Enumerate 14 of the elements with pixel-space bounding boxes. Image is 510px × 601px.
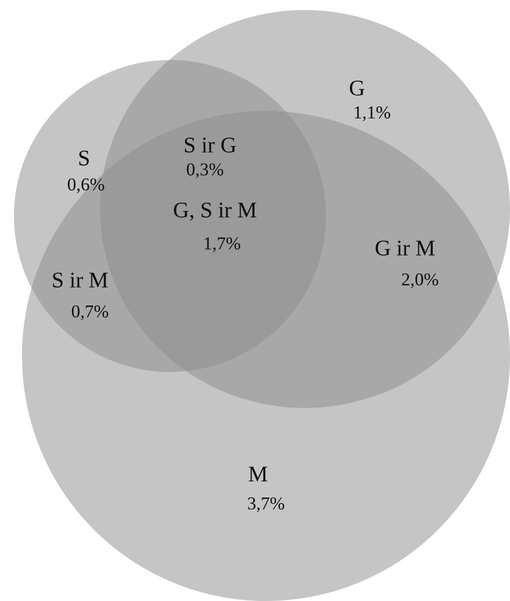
data-label: 3,7% bbox=[248, 497, 284, 512]
data-label: 0,7% bbox=[72, 305, 108, 320]
data-label: 0,6% bbox=[68, 178, 104, 194]
category-label: G, S ir M bbox=[174, 202, 256, 221]
category-label: G ir M bbox=[376, 240, 435, 256]
data-label: 2,0% bbox=[402, 273, 438, 288]
category-label: M bbox=[248, 466, 268, 482]
category-label: S ir M bbox=[53, 272, 108, 288]
data-label: 0,3% bbox=[186, 163, 224, 178]
data-label: 1,1% bbox=[354, 106, 390, 122]
data-label: 1,7% bbox=[204, 237, 240, 252]
category-label: S bbox=[79, 150, 89, 166]
category-label: S ir G bbox=[184, 138, 236, 153]
category-label: G bbox=[350, 80, 364, 96]
